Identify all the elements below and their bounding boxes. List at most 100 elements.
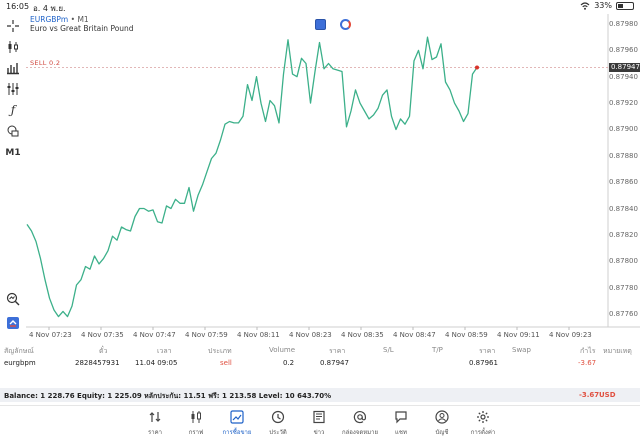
tab-news[interactable]: ข่าว — [302, 410, 336, 444]
last-price-point — [475, 65, 479, 70]
one-click-trading-icon[interactable] — [315, 19, 326, 30]
chart-center-icons — [315, 19, 351, 30]
col-comment: หมายเหตุ — [603, 347, 632, 355]
col-price: ราคา — [479, 347, 496, 355]
col-open-price: ราคา — [329, 347, 346, 355]
trade-symbol: eurgbpm — [4, 359, 36, 367]
col-tp: T/P — [432, 346, 443, 354]
trade-chart-icon — [230, 410, 244, 424]
news-icon — [313, 410, 325, 424]
x-tick-label: 4 Nov 08:11 — [237, 331, 280, 339]
status-time: 16:05 — [6, 2, 30, 11]
balance-text: Balance: 1 228.76 Equity: 1 225.09 หลักป… — [4, 392, 332, 400]
y-tick-label: 0.87860 — [609, 178, 638, 187]
col-profit: กำไร — [580, 347, 596, 355]
battery-percent: 33% — [594, 1, 612, 10]
symbol-name[interactable]: EURGBPm — [30, 15, 69, 24]
tab-account[interactable]: บัญชี — [425, 410, 459, 444]
x-tick-label: 4 Nov 07:47 — [133, 331, 176, 339]
chart-canvas[interactable] — [26, 14, 640, 344]
crosshair-icon[interactable] — [5, 18, 21, 34]
price-series-line — [26, 36, 478, 318]
y-tick-label: 0.87780 — [609, 283, 638, 292]
account-user-icon — [435, 410, 449, 424]
tab-history[interactable]: ประวัติ — [261, 410, 295, 444]
bottom-tab-bar: ราคา กราฟ การซื้อขาย ประวัติ ข่าว กล่องจ… — [0, 405, 640, 447]
tab-mailbox-label: กล่องจดหมาย — [341, 429, 379, 436]
tab-settings[interactable]: การตั้งค่า — [466, 410, 500, 444]
tab-trade-label: การซื้อขาย — [222, 429, 252, 436]
tab-chat-label: แชท — [395, 429, 407, 436]
at-sign-icon — [353, 411, 366, 424]
col-symbol: สัญลักษณ์ — [4, 347, 34, 355]
col-ticket: ตั๋ว — [99, 347, 108, 355]
trade-open-price: 0.87947 — [320, 359, 349, 367]
balance-summary: Balance: 1 228.76 Equity: 1 225.09 หลักป… — [0, 388, 640, 402]
col-type: ประเภท — [208, 347, 232, 355]
x-tick-label: 4 Nov 08:35 — [341, 331, 384, 339]
trade-logo-icon[interactable] — [5, 315, 21, 331]
function-icon[interactable]: ƒ — [10, 103, 16, 117]
trade-table-header: สัญลักษณ์ ตั๋ว เวลา ประเภท Volume ราคา S… — [0, 344, 640, 357]
tab-history-label: ประวัติ — [269, 429, 287, 436]
y-tick-label: 0.87960 — [609, 46, 638, 55]
symbol-timeframe: M1 — [77, 15, 89, 24]
y-tick-label: 0.87840 — [609, 204, 638, 213]
x-tick-label: 4 Nov 07:23 — [29, 331, 72, 339]
price-series-group — [26, 36, 479, 318]
y-tick-label: 0.87920 — [609, 99, 638, 108]
tab-news-label: ข่าว — [313, 429, 325, 436]
x-tick-label: 4 Nov 09:11 — [497, 331, 540, 339]
candlestick-icon[interactable] — [5, 39, 21, 55]
zoom-icon[interactable] — [5, 291, 21, 307]
indicators-icon[interactable] — [5, 81, 21, 97]
trade-row[interactable]: eurgbpm 2828457931 11.04 09:05 sell 0.2 … — [0, 357, 640, 371]
x-tick-label: 4 Nov 08:47 — [393, 331, 436, 339]
history-clock-icon — [271, 410, 285, 424]
shapes-icon[interactable] — [5, 123, 21, 139]
sell-position-label[interactable]: SELL 0.2 — [30, 58, 61, 67]
x-tick-label: 4 Nov 07:59 — [185, 331, 228, 339]
tab-mailbox[interactable]: กล่องจดหมาย — [341, 410, 379, 444]
tab-quotes-label: ราคา — [148, 429, 162, 436]
col-swap: Swap — [512, 346, 531, 354]
bar-chart-icon[interactable] — [5, 60, 21, 76]
x-tick-label: 4 Nov 08:59 — [445, 331, 488, 339]
account-currency: USD — [599, 391, 616, 399]
trade-current-price: 0.87961 — [469, 359, 498, 367]
tab-trade[interactable]: การซื้อขาย — [220, 410, 254, 444]
depth-of-market-icon[interactable] — [340, 19, 351, 30]
x-tick-label: 4 Nov 08:23 — [289, 331, 332, 339]
y-tick-label: 0.87760 — [609, 310, 638, 318]
symbol-separator: • — [68, 15, 78, 24]
battery-icon — [616, 1, 634, 10]
updown-arrows-icon — [149, 412, 161, 422]
timeframe-button[interactable]: M1 — [5, 148, 21, 158]
current-price-tag: 0.87947 — [609, 63, 640, 72]
x-tick-label: 4 Nov 09:23 — [549, 331, 592, 339]
status-right: 33% — [580, 1, 634, 10]
trade-volume: 0.2 — [283, 359, 295, 367]
y-tick-label: 0.87880 — [609, 151, 638, 160]
tab-account-label: บัญชี — [435, 429, 449, 436]
price-chart[interactable]: EURGBPm • M1 Euro vs Great Britain Pound… — [26, 14, 640, 344]
wifi-icon — [580, 1, 590, 10]
y-tick-label: 0.87980 — [609, 20, 638, 28]
chat-bubble-icon — [395, 411, 407, 424]
total-profit: -3.67 — [579, 391, 600, 399]
battery-level — [618, 3, 623, 8]
tab-chat[interactable]: แชท — [384, 410, 418, 444]
y-tick-label: 0.87900 — [609, 125, 638, 134]
trade-time: 11.04 09:05 — [135, 359, 178, 367]
trade-profit: -3.67 — [578, 359, 597, 367]
tab-chart[interactable]: กราฟ — [179, 410, 213, 444]
chart-toolbar: ƒ M1 — [0, 14, 26, 344]
y-tick-label: 0.87820 — [609, 230, 638, 239]
x-tick-label: 4 Nov 07:35 — [81, 331, 124, 339]
col-time: เวลา — [157, 347, 172, 355]
tab-quotes[interactable]: ราคา — [138, 410, 172, 444]
candles-icon — [191, 411, 201, 423]
symbol-info[interactable]: EURGBPm • M1 — [30, 15, 89, 24]
trade-ticket: 2828457931 — [75, 359, 120, 367]
status-date: อ. 4 พ.ย. — [33, 4, 66, 13]
